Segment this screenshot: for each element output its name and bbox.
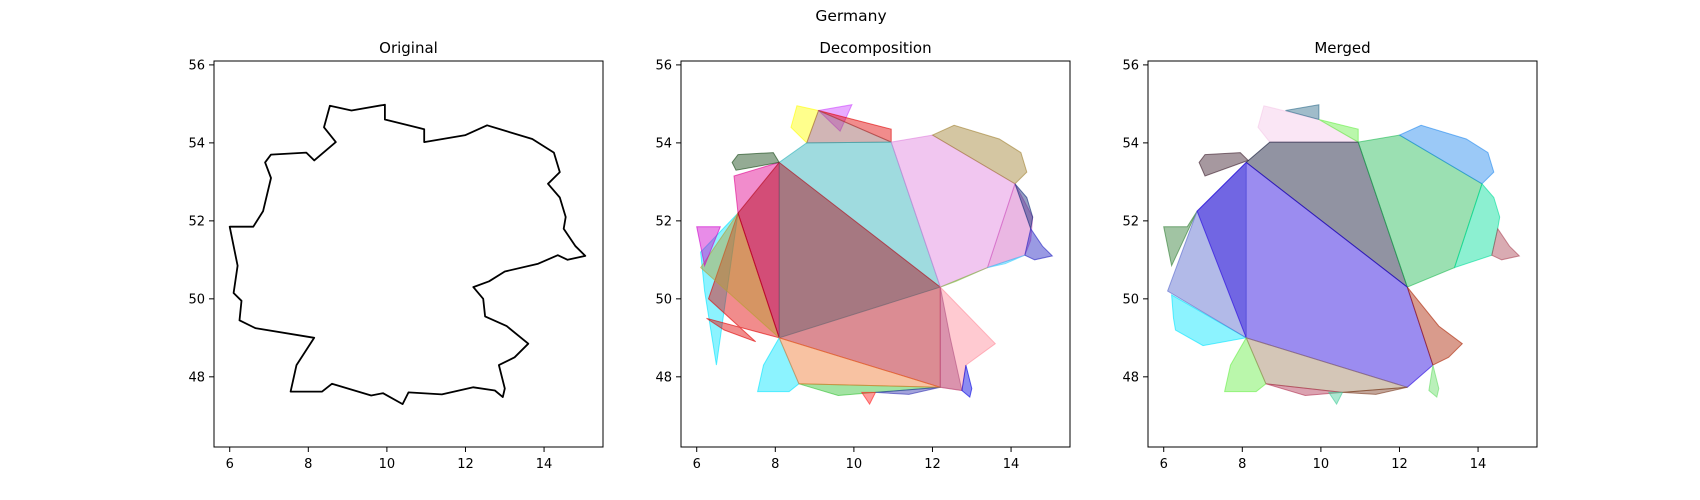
piece-26 <box>778 337 941 388</box>
piece-5 <box>731 152 781 171</box>
plot-area-original <box>228 103 587 406</box>
plot-area-decomposition <box>696 104 1054 406</box>
piece-24 <box>860 391 877 406</box>
y-tick-label: 52 <box>188 214 205 229</box>
piece-15 <box>1014 183 1034 231</box>
piece-25 <box>875 386 941 395</box>
piece-5 <box>1285 104 1320 121</box>
y-tick-label: 50 <box>188 292 205 307</box>
x-tick-label: 12 <box>457 457 474 472</box>
axes-frame <box>680 60 1071 448</box>
panel-original: 6 8 10 12 14 48 50 52 54 56 Original <box>188 39 604 472</box>
piece-17 <box>1327 391 1344 406</box>
x-tick-label: 10 <box>846 457 863 472</box>
y-tick-label: 56 <box>1122 58 1139 73</box>
y-tick-label: 54 <box>188 136 205 151</box>
panel-merged: 6 8 10 12 14 48 50 52 54 56 Merged <box>1122 39 1538 472</box>
axes-frame <box>213 60 604 448</box>
y-tick-label: 50 <box>655 292 672 307</box>
x-tick-label: 8 <box>1238 457 1246 472</box>
panel-title: Merged <box>1314 39 1370 57</box>
x-tick-label: 6 <box>693 457 701 472</box>
piece-14 <box>986 182 1034 269</box>
piece-0 <box>1171 293 1248 347</box>
piece-3 <box>696 226 722 268</box>
x-tick-label: 8 <box>771 457 779 472</box>
plot-area-merged <box>1163 104 1521 406</box>
outline-polygon <box>228 103 587 406</box>
x-tick-label: 6 <box>226 457 234 472</box>
y-tick-label: 48 <box>188 370 205 385</box>
piece-18 <box>940 267 988 288</box>
y-tick-label: 54 <box>655 136 672 151</box>
axes-frame <box>1147 60 1538 448</box>
x-tick-label: 12 <box>1391 457 1408 472</box>
y-tick-label: 48 <box>655 370 672 385</box>
piece-17 <box>987 254 1025 269</box>
piece-21 <box>961 364 973 399</box>
panel-title: Original <box>379 39 438 57</box>
y-tick-label: 52 <box>655 214 672 229</box>
piece-16 <box>1265 383 1343 397</box>
piece-3 <box>1198 152 1250 177</box>
y-tick-label: 52 <box>1122 214 1139 229</box>
x-tick-label: 6 <box>1160 457 1168 472</box>
y-tick-label: 56 <box>188 58 205 73</box>
figure-title: Germany <box>815 7 886 25</box>
panel-title: Decomposition <box>819 39 931 57</box>
y-tick-label: 50 <box>1122 292 1139 307</box>
piece-19 <box>1428 364 1440 399</box>
x-tick-label: 10 <box>1313 457 1330 472</box>
piece-13 <box>1406 286 1464 366</box>
y-tick-label: 48 <box>1122 370 1139 385</box>
x-tick-label: 14 <box>536 457 553 472</box>
x-tick-label: 14 <box>1003 457 1020 472</box>
y-tick-label: 54 <box>1122 136 1139 151</box>
panel-decomposition: 6 8 10 12 14 48 50 52 54 56 Decomposition <box>655 39 1071 472</box>
piece-6 <box>1318 119 1359 143</box>
y-tick-label: 56 <box>655 58 672 73</box>
piece-16 <box>1024 227 1054 261</box>
x-tick-label: 8 <box>304 457 312 472</box>
x-tick-label: 12 <box>924 457 941 472</box>
x-tick-label: 10 <box>379 457 396 472</box>
x-tick-label: 14 <box>1470 457 1487 472</box>
piece-11 <box>1491 227 1521 261</box>
piece-18 <box>1342 386 1408 395</box>
